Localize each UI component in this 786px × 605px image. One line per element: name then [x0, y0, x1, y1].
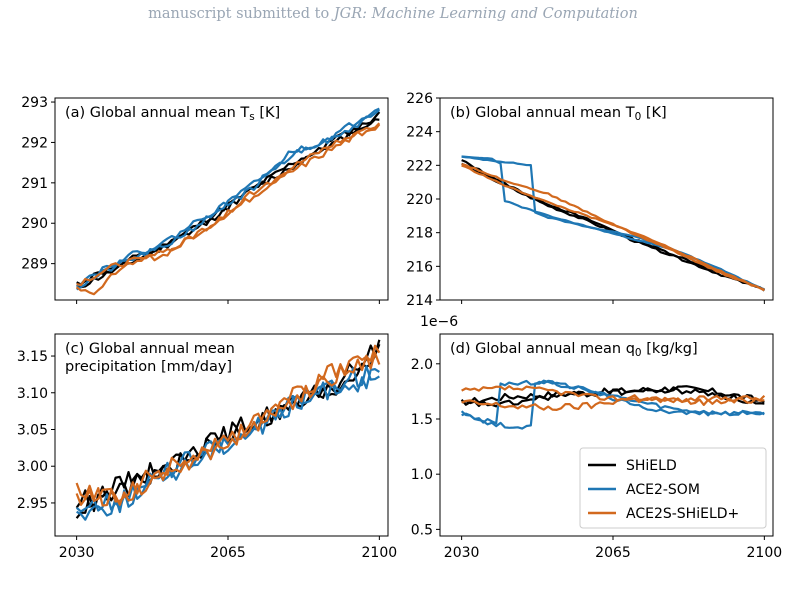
header-prefix: manuscript submitted to	[148, 6, 334, 22]
panel-title-line2: precipitation [mm/day]	[65, 359, 232, 375]
panel-title: (a) Global annual mean Ts [K]	[65, 105, 280, 123]
panel-a: 289 290 291 292 293 (a) Global annual mean Ts…	[21, 95, 389, 304]
y-tick-label: 1.0	[411, 467, 433, 483]
y-tick-label: 224	[406, 125, 433, 141]
x-tick-label: 2030	[59, 545, 95, 561]
series-line-ace2s-shield--1	[75, 122, 381, 296]
legend-box	[579, 447, 767, 529]
header-journal: JGR: Machine Learning and Computation	[333, 6, 638, 22]
panel-c: 2.95 3.00 3.05 3.10 3.15 2030 2065 2100 (c) Glob…	[17, 333, 398, 561]
series-line-ace2-som-2	[76, 109, 381, 288]
y-tick-label: 3.15	[17, 349, 48, 365]
y-tick-label: 3.05	[17, 422, 48, 438]
manuscript-header: manuscript submitted to JGR: Machine Lea…	[0, 6, 786, 22]
legend-label: ACE2S-SHiELD+	[626, 506, 739, 522]
panel-title: (d) Global annual mean q0 [kg/kg]	[450, 341, 698, 359]
plot-frame	[54, 333, 389, 537]
series-line-ace2s-shield--1	[461, 385, 766, 404]
y-tick-label: 216	[406, 259, 433, 275]
x-tick-label: 2065	[595, 545, 631, 561]
y-tick-label: 220	[406, 192, 433, 208]
panel-title: (c) Global annual mean	[65, 341, 235, 357]
series-line-ace2s-shield--2	[76, 123, 381, 287]
legend-label: SHiELD	[626, 458, 677, 474]
y-tick-label: 3.00	[17, 459, 48, 475]
y-tick-label: 3.10	[17, 386, 48, 402]
panel-d: 0.5 1.0 1.5 2.0 2030 2065 2100 (d) Global annua…	[411, 314, 782, 561]
y-tick-label: 292	[21, 135, 48, 151]
panel-b: 214 216 218 220 222 224 226 (b) Global annual m…	[406, 91, 774, 309]
x-tick-label: 2100	[747, 545, 783, 561]
x-tick-label: 2030	[444, 545, 480, 561]
series-line-shield-2	[461, 386, 765, 408]
x-tick-label: 2100	[362, 545, 398, 561]
y-tick-label: 0.5	[411, 522, 433, 538]
panel-title: (b) Global annual mean T0 [K]	[450, 105, 667, 123]
plot-frame	[54, 97, 389, 301]
series-line-ace2-som-1	[76, 368, 380, 521]
series-line-ace2-som-2	[461, 379, 765, 425]
series-line-ace2-som-2	[461, 155, 765, 291]
y-tick-label: 222	[406, 158, 433, 174]
y-tick-label: 290	[21, 216, 48, 232]
y-tick-label: 226	[406, 91, 433, 107]
legend-label: ACE2-SOM	[626, 482, 700, 498]
x-tick-label: 2065	[210, 545, 246, 561]
y-tick-label: 218	[406, 226, 433, 242]
plot-frame	[439, 333, 774, 537]
series-line-ace2s-shield--2	[461, 163, 765, 291]
y-tick-label: 2.0	[411, 357, 433, 373]
y-tick-label: 2.95	[17, 496, 48, 512]
series-line-ace2s-shield--2	[461, 394, 765, 411]
series-line-ace2s-shield--1	[75, 351, 381, 507]
y-tick-label: 1.5	[411, 412, 433, 428]
legend: SHiELD ACE2-SOM ACE2S-SHiELD+	[579, 447, 767, 529]
y-tick-label: 214	[406, 293, 433, 309]
y-tick-label: 293	[21, 95, 48, 111]
series-line-ace2s-shield--2	[75, 344, 381, 507]
y-offset-text: 1e−6	[420, 314, 458, 330]
y-tick-label: 291	[21, 176, 48, 192]
y-tick-label: 289	[21, 257, 48, 273]
